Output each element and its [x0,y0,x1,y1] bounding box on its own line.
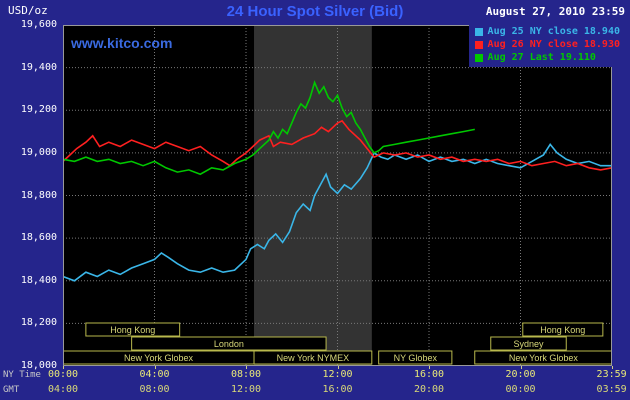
session-box [253,350,373,365]
y-axis-tick-label: 19,600 [20,19,57,30]
gmt-tick-label: 04:00 [47,384,79,395]
series-line-aug27 [63,80,475,176]
legend-label: Aug 27 Last 19.110 [487,52,596,63]
y-axis-tick-label: 18,800 [20,189,57,201]
x-axis-tick-label: 04:00 [139,369,170,380]
x-axis-tick-label: 20:00 [505,369,536,380]
session-label: Hong Kong [540,325,585,335]
y-axis-units-label: USD/oz [8,4,48,17]
x-axis-tickmark [63,366,64,369]
session-label: London [214,339,244,349]
series-line-aug26 [63,119,612,171]
session-box [85,322,181,337]
session-box [490,336,567,351]
session-label: New York NYMEX [277,353,350,363]
kitco-watermark-link[interactable]: www.kitco.com [71,35,173,51]
legend-label: Aug 26 NY close 18.930 [487,39,620,50]
x-axis-tick-label: 08:00 [230,369,262,380]
x-axis-tick-label: 00:00 [47,369,79,380]
x-axis-tick-label: 23:59 [596,369,627,380]
chart-datetime: August 27, 2010 23:59 [485,5,625,18]
x-axis-tickmark [520,366,522,369]
x-axis-tickmark [154,366,156,369]
legend: Aug 25 NY close 18.940 Aug 26 NY close 18… [468,22,626,67]
y-axis-tick-label: 19,200 [20,104,57,116]
y-axis-tick-label: 19,400 [20,61,57,73]
legend-item: Aug 27 Last 19.110 [474,51,620,64]
session-label: Sydney [513,339,544,349]
y-axis-tick-label: 19,000 [20,146,57,158]
gmt-tick-label: 00:00 [505,384,536,395]
gmt-tick-label: 03:59 [596,384,627,395]
x-axis-tick-label: 16:00 [413,369,445,380]
legend-item: Aug 25 NY close 18.940 [474,25,620,38]
session-box [378,350,453,365]
gmt-tick-label: 12:00 [230,384,262,395]
session-box [522,322,604,337]
legend-swatch-icon [474,40,483,49]
y-axis-tick-label: 18,200 [20,317,57,329]
x-axis-tickmark [337,366,339,369]
legend-swatch-icon [474,27,483,36]
chart-title: 24 Hour Spot Silver (Bid) [226,3,404,20]
session-box [474,350,612,365]
session-box [131,336,327,351]
y-axis-tick-label: 18,600 [20,232,57,244]
legend-item: Aug 26 NY close 18.930 [474,38,620,51]
x-axis-tickmark [246,366,247,369]
gmt-tick-label: 16:00 [322,384,353,395]
y-axis-tick-label: 18,000 [20,360,57,371]
series-line-aug25 [63,143,612,282]
x-axis-tickmark [611,366,613,369]
gmt-tick-label: 08:00 [139,384,170,395]
session-label: New York Globex [124,353,194,363]
session-label: Hong Kong [110,325,155,335]
chart-canvas: Hong Kong Hong Kong London Sydney New York G… [63,25,612,366]
y-axis-tick-label: 18,400 [20,274,57,286]
legend-swatch-icon [474,53,483,62]
plot-border [63,25,612,366]
x-axis-tick-label: 12:00 [322,369,353,380]
session-label: New York Globex [509,353,579,363]
gmt-tick-label: 20:00 [413,384,445,395]
plot-area: Hong Kong Hong Kong London Sydney New York G… [63,25,612,366]
session-label: NY Globex [394,353,438,363]
legend-label: Aug 25 NY close 18.940 [487,26,620,37]
gmt-axis-label: GMT [3,385,20,395]
x-axis-tickmark [429,366,430,369]
ny-time-axis-label: NY Time [3,370,41,380]
